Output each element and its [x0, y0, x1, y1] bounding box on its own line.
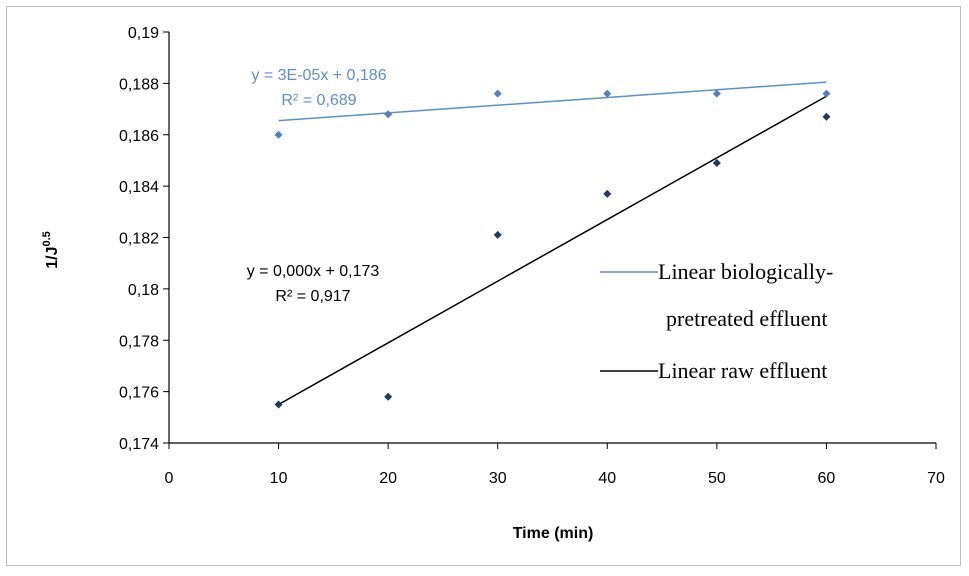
- data-point-pretreated: [603, 89, 612, 98]
- equation-pretreated-formula: y = 3E-05x + 0,186: [251, 67, 386, 84]
- data-point-pretreated: [712, 89, 721, 98]
- y-tick-label: 0,188: [119, 76, 159, 93]
- equation-raw-formula: y = 0,000x + 0,173: [247, 263, 380, 280]
- data-points: [274, 89, 831, 409]
- x-axis-title: Time (min): [513, 525, 594, 542]
- data-point-pretreated: [274, 130, 283, 139]
- legend-item-raw: Linear raw effluent: [600, 358, 827, 383]
- legend-label-raw: Linear raw effluent: [658, 358, 827, 383]
- data-point-raw: [712, 159, 721, 168]
- equation-pretreated: y = 3E-05x + 0,186 R² = 0,689: [251, 67, 386, 109]
- y-tick-label: 0,178: [119, 333, 159, 350]
- y-tick-label: 0,176: [119, 385, 159, 402]
- y-tick-label: 0,182: [119, 231, 159, 248]
- x-tick-label: 70: [927, 470, 945, 487]
- trendline-pretreated: [278, 81, 827, 122]
- trendlines: [278, 81, 827, 406]
- data-point-raw: [493, 230, 502, 239]
- data-point-raw: [822, 112, 831, 121]
- y-axis-title: 1/J0.5: [41, 231, 61, 269]
- x-tick-label: 50: [708, 470, 726, 487]
- x-tick-label: 0: [165, 470, 174, 487]
- x-ticks: 0 10 20 30 40 50 60 70: [165, 443, 945, 487]
- x-tick-label: 30: [489, 470, 507, 487]
- y-tick-label: 0,174: [119, 436, 159, 453]
- y-tick-label: 0,19: [128, 25, 159, 42]
- data-point-raw: [603, 189, 612, 198]
- chart-frame: [6, 6, 961, 566]
- x-tick-label: 10: [270, 470, 288, 487]
- data-point-raw: [384, 392, 393, 401]
- legend-item-pretreated: Linear biologically- pretreated effluent: [600, 259, 833, 331]
- equation-raw-r2: R² = 0,917: [275, 288, 350, 305]
- y-tick-label: 0,18: [128, 282, 159, 299]
- data-point-pretreated: [384, 110, 393, 119]
- data-point-pretreated: [493, 89, 502, 98]
- trendline-raw: [278, 95, 827, 406]
- y-tick-label: 0,184: [119, 179, 159, 196]
- legend-label-pretreated-line2: pretreated effluent: [666, 306, 827, 331]
- data-point-raw: [274, 400, 283, 409]
- y-ticks: 0,174 0,176 0,178 0,18 0,182 0,184 0,186 0,188 0…: [119, 25, 169, 453]
- y-tick-label: 0,186: [119, 128, 159, 145]
- y-axis-title-exponent: 0.5: [41, 231, 53, 246]
- y-axis-title-main: 1/J: [44, 247, 61, 269]
- x-tick-label: 40: [598, 470, 616, 487]
- x-tick-label: 20: [379, 470, 397, 487]
- legend-label-pretreated-line1: Linear biologically-: [658, 259, 833, 284]
- equation-raw: y = 0,000x + 0,173 R² = 0,917: [247, 263, 380, 305]
- data-point-pretreated: [822, 89, 831, 98]
- x-tick-label: 60: [818, 470, 836, 487]
- legend: Linear biologically- pretreated effluent…: [600, 259, 833, 383]
- equation-pretreated-r2: R² = 0,689: [281, 92, 356, 109]
